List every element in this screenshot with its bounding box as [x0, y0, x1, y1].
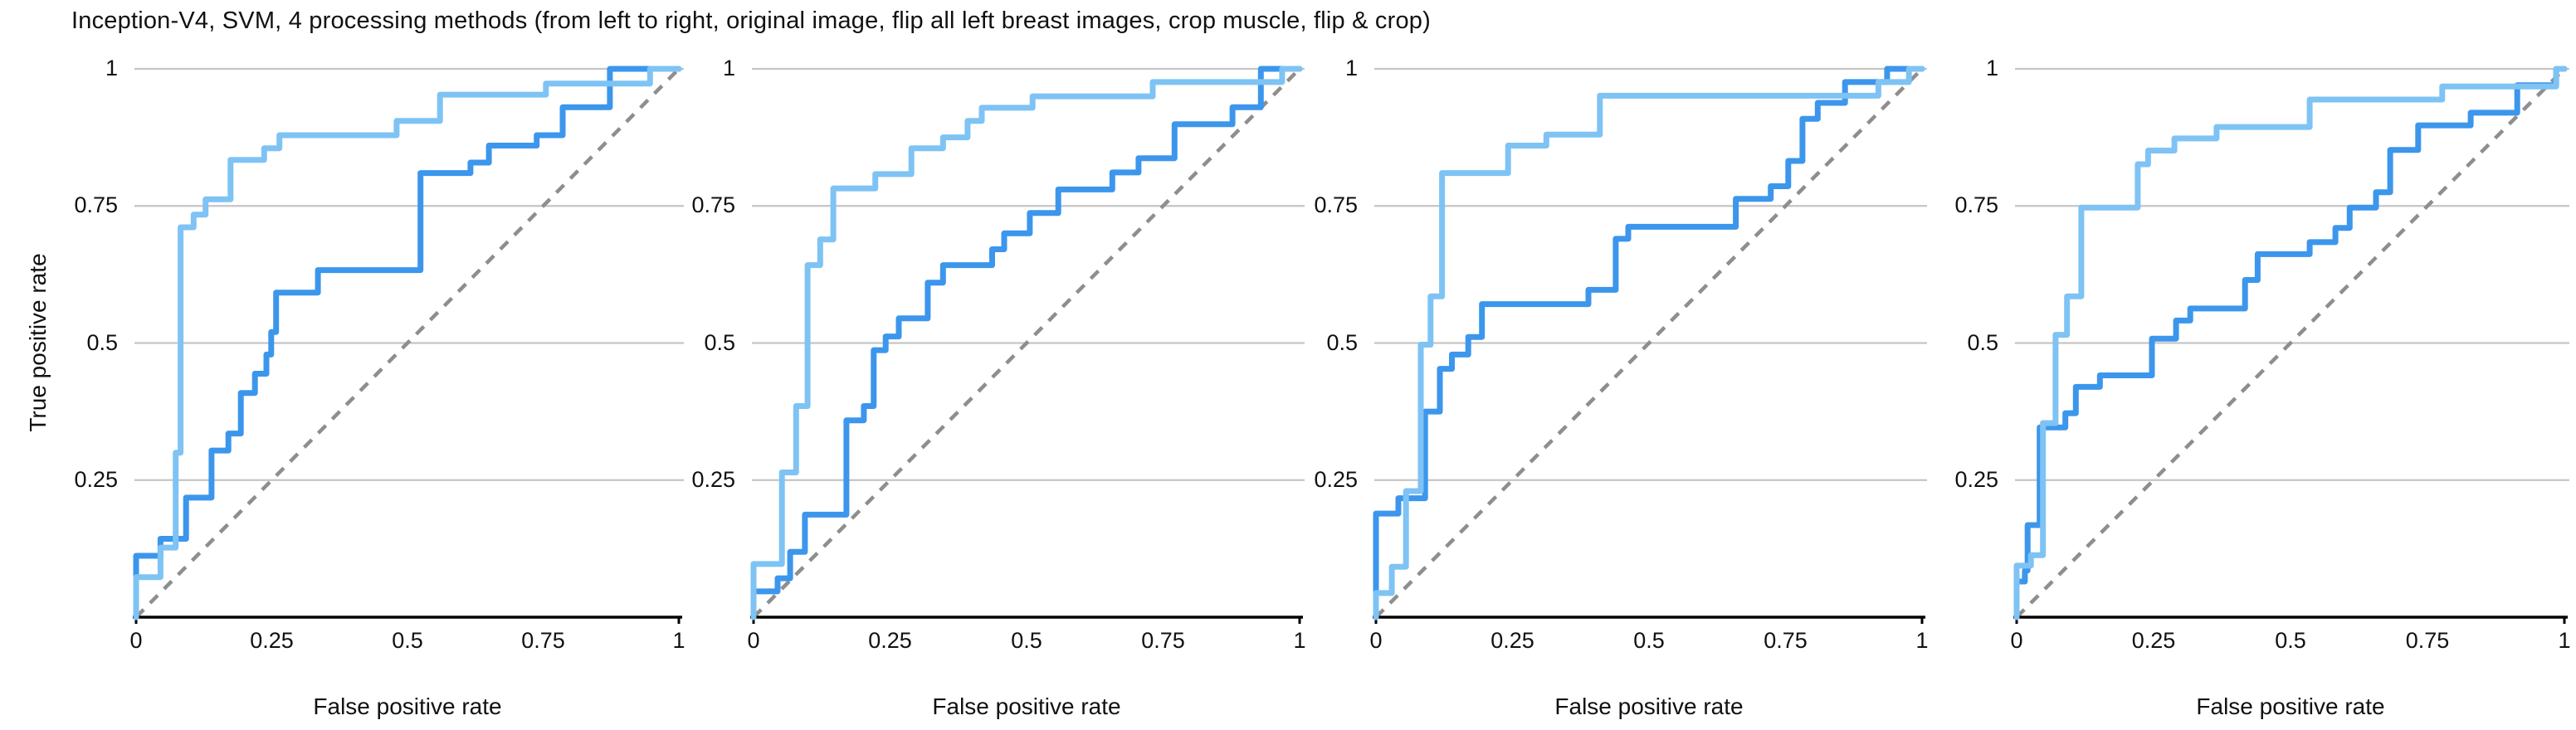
y-tick-label-1-plot-3: 1 — [1344, 55, 1358, 80]
y-tick-label-1-plot-4: 1 — [1985, 55, 1998, 80]
roc-curve-series_dark-plot-3 — [1373, 66, 1925, 620]
y-tick-label-0.5-plot-1: 0.5 — [86, 329, 118, 355]
roc-curve-series_light-plot-4 — [2013, 66, 2568, 620]
roc-curve-series_light-plot-1 — [133, 66, 682, 620]
y-tick-label-0.75-plot-1: 0.75 — [74, 192, 118, 218]
y-tick-label-0.75-plot-4: 0.75 — [1954, 192, 1998, 218]
y-tick-label-0.5-plot-4: 0.5 — [1967, 329, 1998, 355]
figure-title: Inception-V4, SVM, 4 processing methods … — [71, 7, 1431, 34]
chance-diagonal-line — [134, 67, 681, 619]
roc-curve-series_dark-plot-1 — [133, 66, 682, 620]
roc-curve-series_dark-plot-2 — [750, 66, 1303, 620]
y-tick-label-0.5-plot-3: 0.5 — [1326, 329, 1358, 355]
x-axis-title-plot-2: False positive rate — [932, 694, 1121, 719]
x-tick-label-0.5-plot-2: 0.5 — [1011, 628, 1042, 653]
y-tick-label-0.25-plot-4: 0.25 — [1954, 466, 1998, 492]
roc-plot-1 — [133, 66, 684, 624]
x-tick-label-1-plot-2: 1 — [1293, 628, 1306, 653]
y-tick-label-0.25-plot-3: 0.25 — [1314, 466, 1358, 492]
y-tick-label-0.75-plot-3: 0.75 — [1314, 192, 1358, 218]
roc-plot-2 — [750, 66, 1305, 624]
y-tick-label-0.25-plot-1: 0.25 — [74, 466, 118, 492]
roc-curve-series_dark-plot-4 — [2013, 66, 2568, 620]
x-tick-label-0-plot-3: 0 — [1369, 628, 1383, 653]
x-tick-label-0.5-plot-4: 0.5 — [2275, 628, 2306, 653]
y-tick-label-1-plot-1: 1 — [105, 55, 118, 80]
x-tick-label-0.25-plot-4: 0.25 — [2131, 628, 2176, 653]
roc-curve-series_light-plot-2 — [750, 66, 1303, 620]
x-tick-label-0.25-plot-3: 0.25 — [1490, 628, 1534, 653]
y-tick-label-0.5-plot-2: 0.5 — [704, 329, 735, 355]
x-tick-label-0-plot-1: 0 — [129, 628, 143, 653]
chance-diagonal-line — [2015, 67, 2566, 619]
x-tick-label-0.75-plot-3: 0.75 — [1764, 628, 1808, 653]
x-tick-label-0.75-plot-4: 0.75 — [2405, 628, 2450, 653]
x-tick-label-0-plot-2: 0 — [747, 628, 760, 653]
roc-plot-4 — [2013, 66, 2569, 624]
roc-plot-3 — [1373, 66, 1927, 624]
x-tick-label-0.75-plot-1: 0.75 — [521, 628, 565, 653]
y-tick-label-0.75-plot-2: 0.75 — [691, 192, 735, 218]
x-tick-label-0.25-plot-1: 0.25 — [250, 628, 294, 653]
x-tick-label-0.25-plot-2: 0.25 — [868, 628, 912, 653]
x-axis-title-plot-1: False positive rate — [313, 694, 502, 719]
x-tick-label-0.5-plot-1: 0.5 — [392, 628, 423, 653]
x-tick-label-0.75-plot-2: 0.75 — [1141, 628, 1185, 653]
chance-diagonal-line — [752, 67, 1301, 619]
chance-diagonal-line — [1374, 67, 1924, 619]
y-axis-title: True positive rate — [25, 253, 51, 432]
y-tick-label-0.25-plot-2: 0.25 — [691, 466, 735, 492]
roc-curve-series_light-plot-3 — [1373, 66, 1925, 620]
x-tick-label-1-plot-3: 1 — [1915, 628, 1929, 653]
x-axis-title-plot-3: False positive rate — [1554, 694, 1744, 719]
x-tick-label-1-plot-1: 1 — [672, 628, 685, 653]
x-axis-title-plot-4: False positive rate — [2196, 694, 2385, 719]
x-tick-label-1-plot-4: 1 — [2558, 628, 2571, 653]
y-tick-label-1-plot-2: 1 — [722, 55, 735, 80]
x-tick-label-0.5-plot-3: 0.5 — [1633, 628, 1665, 653]
x-tick-label-0-plot-4: 0 — [2010, 628, 2023, 653]
